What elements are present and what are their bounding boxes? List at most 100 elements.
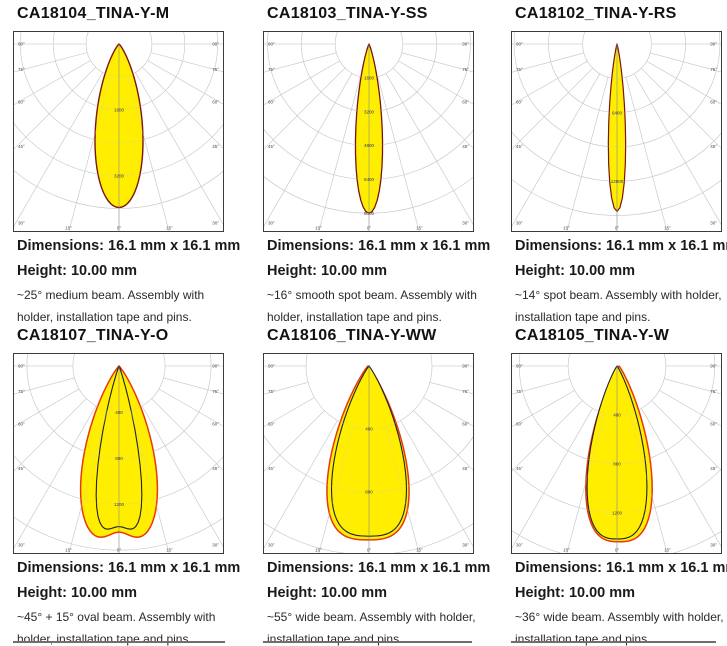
svg-text:75°: 75° xyxy=(212,389,219,394)
height-text: Height: 10.00 mm xyxy=(515,263,636,279)
polar-chart: 400 800 1200 0° 15° 15° 30° 30° 45° 45° 60° 60° 75° 7… xyxy=(13,353,224,554)
svg-text:45°: 45° xyxy=(268,144,275,149)
svg-text:75°: 75° xyxy=(462,67,469,72)
svg-text:90°: 90° xyxy=(516,364,523,369)
height-text: Height: 10.00 mm xyxy=(17,263,138,279)
svg-text:15°: 15° xyxy=(65,226,72,231)
svg-text:90°: 90° xyxy=(516,42,523,47)
description-line-2: holder, installation tape and pins. xyxy=(267,310,442,324)
svg-text:30°: 30° xyxy=(212,221,219,226)
svg-text:30°: 30° xyxy=(710,543,717,548)
dimensions-text: Dimensions: 16.1 mm x 16.1 mm xyxy=(267,560,491,576)
polar-chart: 400 800 1200 0° 15° 15° 30° 30° 45° 45° 60° 60° 75° 7… xyxy=(511,353,722,554)
next-row-top-border xyxy=(13,641,225,643)
svg-text:45°: 45° xyxy=(710,144,717,149)
svg-text:90°: 90° xyxy=(212,42,219,47)
svg-text:800: 800 xyxy=(115,456,123,461)
svg-text:60°: 60° xyxy=(212,422,219,427)
svg-text:60°: 60° xyxy=(212,100,219,105)
svg-text:45°: 45° xyxy=(18,144,25,149)
description-line-1: ~25° medium beam. Assembly with xyxy=(17,288,205,302)
polar-chart: 400 800 0° 15° 15° 30° 30° 45° 45° 60° 60° 75° 75° 90… xyxy=(263,353,474,554)
polar-chart: 1600 3200 0° 15° 15° 30° 30° 45° 45° 60° 60° 75° 75°… xyxy=(13,31,224,232)
svg-text:60°: 60° xyxy=(18,422,25,427)
description-line-1: ~45° + 15° oval beam. Assembly with xyxy=(17,610,216,624)
svg-text:0°: 0° xyxy=(367,226,372,231)
description-line-1: ~16° smooth spot beam. Assembly with xyxy=(267,288,477,302)
panel-title: CA18104_TINA-Y-M xyxy=(17,5,170,22)
dimensions-text: Dimensions: 16.1 mm x 16.1 mm xyxy=(17,560,241,576)
svg-text:75°: 75° xyxy=(268,389,275,394)
svg-text:4800: 4800 xyxy=(364,143,375,148)
panel-title: CA18103_TINA-Y-SS xyxy=(267,5,428,22)
next-row-top-border xyxy=(511,641,716,643)
svg-text:45°: 45° xyxy=(268,466,275,471)
svg-text:8000: 8000 xyxy=(364,211,375,216)
panel-ca18107: CA18107_TINA-Y-O 400 800 1200 0° 15° 15° 30° 30… xyxy=(13,327,240,646)
dimensions-text: Dimensions: 16.1 mm x 16.1 mm xyxy=(267,238,491,254)
svg-text:90°: 90° xyxy=(710,364,717,369)
svg-text:15°: 15° xyxy=(65,548,72,553)
panel-ca18103: CA18103_TINA-Y-SS 1600 3200 4800 6400 8000 0°… xyxy=(263,5,490,324)
svg-text:6400: 6400 xyxy=(364,177,375,182)
svg-text:45°: 45° xyxy=(212,466,219,471)
svg-text:90°: 90° xyxy=(18,364,25,369)
svg-text:45°: 45° xyxy=(462,466,469,471)
svg-text:75°: 75° xyxy=(18,389,25,394)
svg-text:45°: 45° xyxy=(516,144,523,149)
svg-text:1200: 1200 xyxy=(612,510,623,515)
dimensions-text: Dimensions: 16.1 mm x 16.1 mm xyxy=(17,238,241,254)
description-line-2: holder, installation tape and pins. xyxy=(17,310,192,324)
svg-text:30°: 30° xyxy=(18,543,25,548)
svg-text:75°: 75° xyxy=(18,67,25,72)
polar-chart: 6400 12800 0° 15° 15° 30° 30° 45° 45° 60° 60° 75° 75… xyxy=(511,31,722,232)
svg-text:90°: 90° xyxy=(462,42,469,47)
height-text: Height: 10.00 mm xyxy=(267,263,388,279)
height-text: Height: 10.00 mm xyxy=(17,585,138,601)
svg-text:0°: 0° xyxy=(367,548,372,553)
panel-ca18105: CA18105_TINA-Y-W 400 800 1200 0° 15° 15° 30° 30… xyxy=(511,327,727,646)
svg-text:75°: 75° xyxy=(212,67,219,72)
svg-text:75°: 75° xyxy=(710,67,717,72)
svg-text:12800: 12800 xyxy=(611,179,624,184)
svg-text:45°: 45° xyxy=(516,466,523,471)
dimensions-text: Dimensions: 16.1 mm x 16.1 mm xyxy=(515,560,727,576)
svg-text:60°: 60° xyxy=(268,422,275,427)
svg-text:15°: 15° xyxy=(166,226,173,231)
svg-text:800: 800 xyxy=(613,461,621,466)
panel-title: CA18106_TINA-Y-WW xyxy=(267,327,437,344)
svg-text:75°: 75° xyxy=(710,389,717,394)
description-line-2: installation tape and pins. xyxy=(515,310,651,324)
svg-text:30°: 30° xyxy=(268,543,275,548)
svg-text:60°: 60° xyxy=(516,100,523,105)
svg-text:1600: 1600 xyxy=(114,108,125,113)
panel-ca18106: CA18106_TINA-Y-WW 400 800 0° 15° 15° 30° 30° 45… xyxy=(263,327,490,646)
svg-text:75°: 75° xyxy=(516,389,523,394)
polar-chart: 1600 3200 4800 6400 8000 0° 15° 15° 30° 30° 45° 45°… xyxy=(263,31,474,232)
svg-text:30°: 30° xyxy=(212,543,219,548)
svg-text:1200: 1200 xyxy=(114,502,125,507)
svg-text:15°: 15° xyxy=(315,226,322,231)
svg-text:30°: 30° xyxy=(516,221,523,226)
svg-text:15°: 15° xyxy=(664,548,671,553)
svg-text:90°: 90° xyxy=(268,364,275,369)
svg-text:60°: 60° xyxy=(462,100,469,105)
height-text: Height: 10.00 mm xyxy=(267,585,388,601)
svg-text:60°: 60° xyxy=(710,100,717,105)
panel-title: CA18102_TINA-Y-RS xyxy=(515,5,677,22)
svg-text:800: 800 xyxy=(365,490,373,495)
panel-title: CA18105_TINA-Y-W xyxy=(515,327,670,344)
svg-text:15°: 15° xyxy=(563,226,570,231)
svg-text:6400: 6400 xyxy=(612,110,623,115)
svg-text:90°: 90° xyxy=(268,42,275,47)
svg-text:15°: 15° xyxy=(315,548,322,553)
svg-text:75°: 75° xyxy=(462,389,469,394)
panel-ca18102: CA18102_TINA-Y-RS 6400 12800 0° 15° 15° 30° 30… xyxy=(511,5,727,324)
next-row-top-border xyxy=(263,641,472,643)
dimensions-text: Dimensions: 16.1 mm x 16.1 mm xyxy=(515,238,727,254)
svg-text:90°: 90° xyxy=(710,42,717,47)
svg-text:0°: 0° xyxy=(117,226,122,231)
svg-text:400: 400 xyxy=(115,410,123,415)
svg-text:3200: 3200 xyxy=(364,109,375,114)
description-line-1: ~36° wide beam. Assembly with holder, xyxy=(515,610,724,624)
